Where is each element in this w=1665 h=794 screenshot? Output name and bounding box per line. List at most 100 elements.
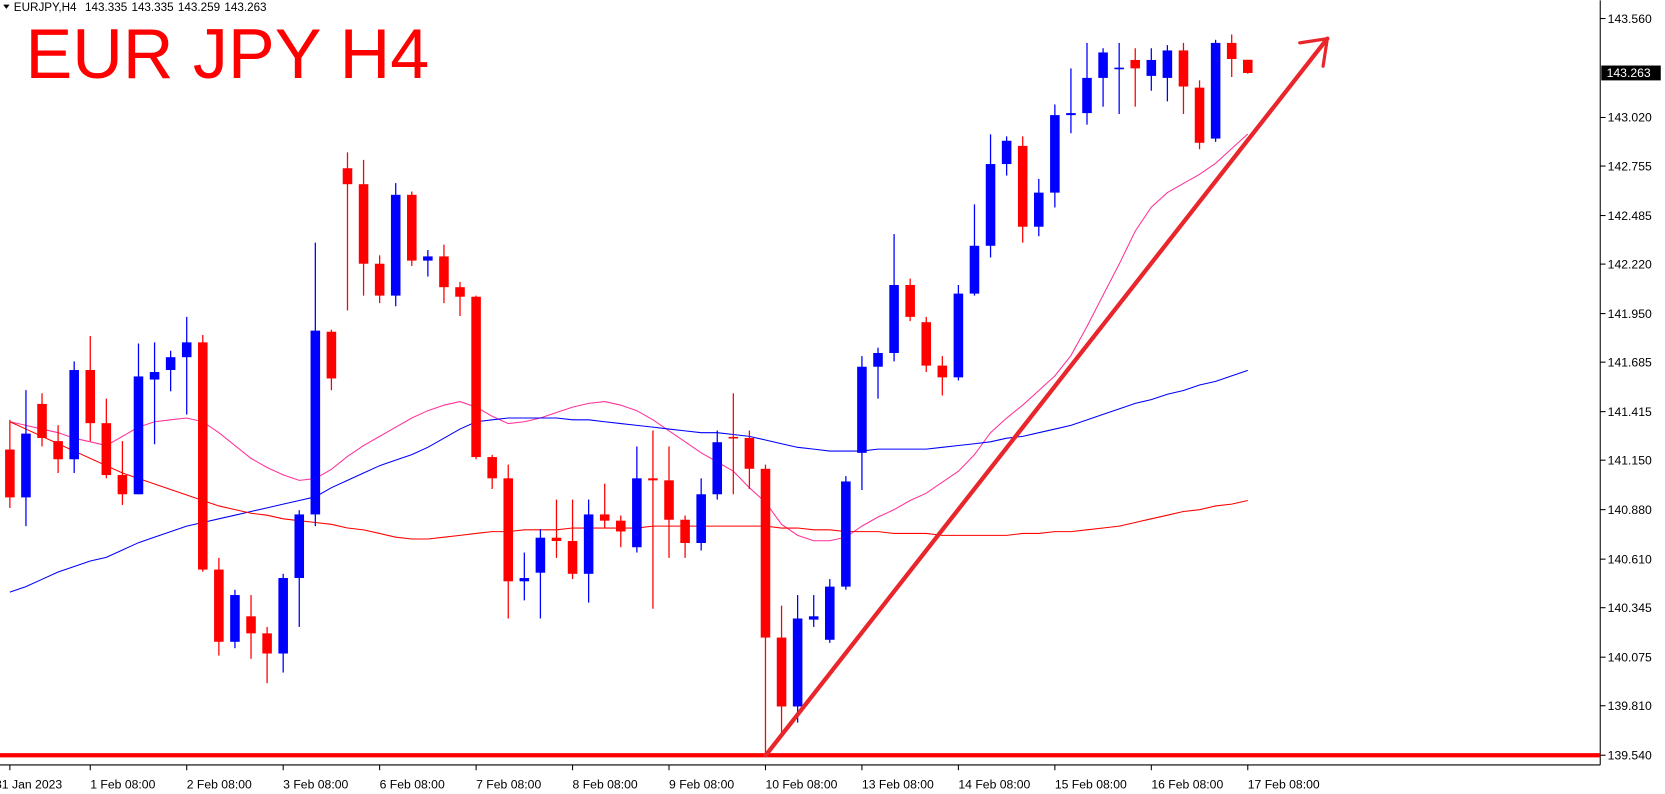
- candle-body: [889, 284, 899, 353]
- candle-body: [921, 322, 932, 366]
- y-tick-label: 143.020: [1608, 111, 1652, 125]
- candle-body: [728, 436, 739, 439]
- candle-body: [583, 514, 594, 574]
- candle-body: [407, 194, 417, 261]
- candle-body: [117, 475, 128, 495]
- candle-body: [1146, 59, 1157, 76]
- candle-body: [712, 442, 723, 495]
- candle-body: [1114, 67, 1124, 70]
- y-tick-label: 142.220: [1608, 257, 1652, 271]
- y-tick-label: 140.880: [1608, 503, 1652, 517]
- candle-body: [905, 284, 915, 317]
- candle-body: [1226, 42, 1237, 60]
- candle-body: [294, 514, 305, 579]
- candle-body: [53, 441, 63, 460]
- y-tick-label: 140.075: [1608, 650, 1652, 664]
- trend-line: [763, 36, 1330, 758]
- candle-body: [230, 595, 240, 642]
- y-tick-label: 139.810: [1608, 699, 1652, 713]
- candle-body: [133, 376, 144, 495]
- y-tick-label: 140.345: [1608, 601, 1652, 615]
- header-close: 143.263: [224, 1, 266, 14]
- x-tick-label: 8 Feb 08:00: [573, 777, 638, 791]
- trend-arrow: [763, 36, 1330, 758]
- x-tick-label: 17 Feb 08:00: [1248, 777, 1320, 791]
- candle-body: [21, 433, 31, 498]
- candle-body: [519, 578, 530, 582]
- moving-average: [9, 133, 1249, 542]
- candle-body: [246, 616, 256, 634]
- x-tick-label: 6 Feb 08:00: [380, 777, 445, 791]
- price-label-box: [1601, 65, 1661, 81]
- candle-body: [760, 468, 771, 638]
- candle-body: [664, 480, 674, 520]
- y-tick-label: 139.540: [1608, 748, 1652, 762]
- candle-body: [873, 352, 883, 367]
- candle-body: [262, 633, 272, 654]
- y-tick-label: 141.950: [1608, 307, 1652, 321]
- candle-body: [776, 637, 787, 707]
- candle-body: [1162, 50, 1173, 78]
- candle-body: [1082, 77, 1092, 114]
- candle-body: [1098, 52, 1108, 78]
- x-tick-label: 31 Jan 2023: [0, 777, 62, 791]
- x-tick-label: 10 Feb 08:00: [765, 777, 837, 791]
- candle-body: [969, 245, 980, 294]
- candle-body: [423, 256, 433, 261]
- header-triangle: [3, 4, 10, 9]
- candle-body: [214, 569, 224, 642]
- y-tick-label: 142.755: [1608, 159, 1652, 173]
- candle-body: [648, 478, 658, 481]
- candle-body: [165, 357, 176, 371]
- candle-body: [841, 481, 851, 587]
- x-tick-label: 9 Feb 08:00: [669, 777, 734, 791]
- candle-body: [37, 403, 47, 439]
- header: EURJPY,H4 143.335 143.335 143.259 143.263: [14, 1, 267, 14]
- candle-body: [5, 449, 15, 498]
- candle-body: [149, 372, 160, 380]
- candle-body: [616, 520, 626, 532]
- candle-body: [808, 616, 819, 620]
- candle-body: [953, 293, 964, 378]
- candle-body: [198, 342, 208, 570]
- header-low: 143.259: [178, 1, 220, 14]
- candle-body: [1017, 145, 1028, 227]
- y-tick-label: 143.560: [1608, 12, 1652, 26]
- candle-body: [535, 537, 546, 573]
- candle-body: [985, 164, 996, 246]
- candle-body: [471, 296, 481, 458]
- candle-body: [85, 370, 96, 424]
- candle-body: [278, 578, 288, 654]
- candle-body: [792, 618, 803, 707]
- candle-body: [632, 478, 642, 548]
- x-tick-label: 2 Feb 08:00: [187, 777, 252, 791]
- y-tick-label: 140.610: [1608, 552, 1652, 566]
- candle-body: [439, 256, 449, 288]
- header-open: 143.335: [85, 1, 127, 14]
- candle-body: [1130, 59, 1141, 69]
- candle-body: [69, 370, 79, 460]
- y-tick-label: 141.415: [1608, 405, 1652, 419]
- x-tick-label: 13 Feb 08:00: [862, 777, 934, 791]
- candle-body: [937, 365, 948, 378]
- candle-body: [326, 331, 337, 379]
- candle-body: [1001, 140, 1012, 165]
- candle-body: [358, 184, 369, 264]
- y-tick-label: 141.150: [1608, 453, 1652, 467]
- header-high: 143.335: [131, 1, 173, 14]
- x-tick-label: 1 Feb 08:00: [90, 777, 155, 791]
- symbol: EURJPY,H4: [14, 1, 77, 14]
- moving-average: [9, 421, 1248, 540]
- plot: [0, 34, 1601, 758]
- candle-body: [696, 494, 706, 544]
- candle-body: [374, 263, 385, 296]
- candle-body: [1033, 192, 1044, 227]
- candle-body: [599, 514, 610, 521]
- candle-body: [680, 519, 690, 544]
- candle-body: [1050, 115, 1060, 193]
- price-label: 143.263: [1607, 66, 1651, 80]
- candle-body: [1242, 59, 1253, 73]
